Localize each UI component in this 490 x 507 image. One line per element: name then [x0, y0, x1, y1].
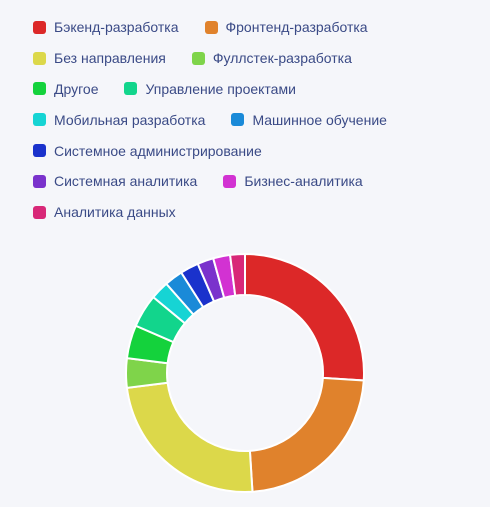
legend-label: Аналитика данных [54, 204, 176, 221]
legend-label: Другое [54, 80, 99, 97]
legend-row: Системное администрирование [33, 135, 473, 166]
legend-row: Бэкенд-разработка Фронтенд-разработка [33, 12, 473, 43]
legend-swatch [33, 144, 46, 158]
legend-item-sysadmin[interactable]: Системное администрирование [33, 143, 262, 159]
legend-swatch [204, 20, 218, 34]
legend-item-backend[interactable]: Бэкенд-разработка [33, 19, 179, 35]
legend-swatch [191, 51, 205, 65]
legend-row: Мобильная разработка Машинное обучение [33, 104, 473, 135]
legend-label: Без направления [54, 50, 166, 67]
legend-swatch [33, 174, 46, 188]
legend-label: Системное администрирование [54, 142, 262, 159]
legend-label: Управление проектами [145, 80, 296, 97]
legend-swatch [33, 113, 46, 127]
legend-row: Аналитика данных [33, 197, 473, 228]
legend-label: Фронтенд-разработка [225, 19, 368, 36]
legend-row: Системная аналитика Бизнес-аналитика [33, 166, 473, 197]
legend-item-fullstack[interactable]: Фуллстек-разработка [191, 50, 352, 67]
legend-swatch [223, 174, 237, 188]
legend-item-frontend[interactable]: Фронтенд-разработка [204, 19, 368, 36]
legend-row: Без направления Фуллстек-разработка [33, 43, 473, 74]
legend-label: Системная аналитика [54, 173, 198, 190]
legend-item-ml[interactable]: Машинное обучение [231, 112, 387, 128]
legend-row: Другое Управление проектами [33, 74, 473, 105]
legend-item-no-direction[interactable]: Без направления [33, 50, 166, 66]
legend-item-data-analytics[interactable]: Аналитика данных [33, 204, 176, 220]
legend-item-project-management[interactable]: Управление проектами [124, 80, 296, 97]
doughnut-slice-11[interactable] [228, 252, 246, 297]
legend-label: Фуллстек-разработка [212, 50, 352, 67]
legend-label: Машинное обучение [252, 111, 387, 128]
legend-swatch [231, 113, 245, 127]
legend-swatch [33, 205, 46, 219]
legend-label: Бэкенд-разработка [54, 19, 179, 36]
legend-swatch [33, 51, 46, 65]
legend-item-system-analytics[interactable]: Системная аналитика [33, 173, 197, 189]
legend-item-other[interactable]: Другое [33, 81, 98, 97]
legend-label: Мобильная разработка [54, 111, 206, 128]
legend-swatch [33, 82, 46, 96]
chart-legend: Бэкенд-разработка Фронтенд-разработка Бе… [33, 12, 473, 228]
doughnut-slice-2[interactable] [125, 381, 254, 493]
legend-swatch [124, 82, 138, 96]
doughnut-slice-0[interactable] [244, 252, 365, 382]
legend-label: Бизнес-аналитика [244, 173, 363, 190]
doughnut-slice-1[interactable] [248, 376, 365, 493]
legend-swatch [33, 20, 46, 34]
legend-item-business-analytics[interactable]: Бизнес-аналитика [223, 173, 363, 190]
legend-item-mobile[interactable]: Мобильная разработка [33, 112, 205, 128]
